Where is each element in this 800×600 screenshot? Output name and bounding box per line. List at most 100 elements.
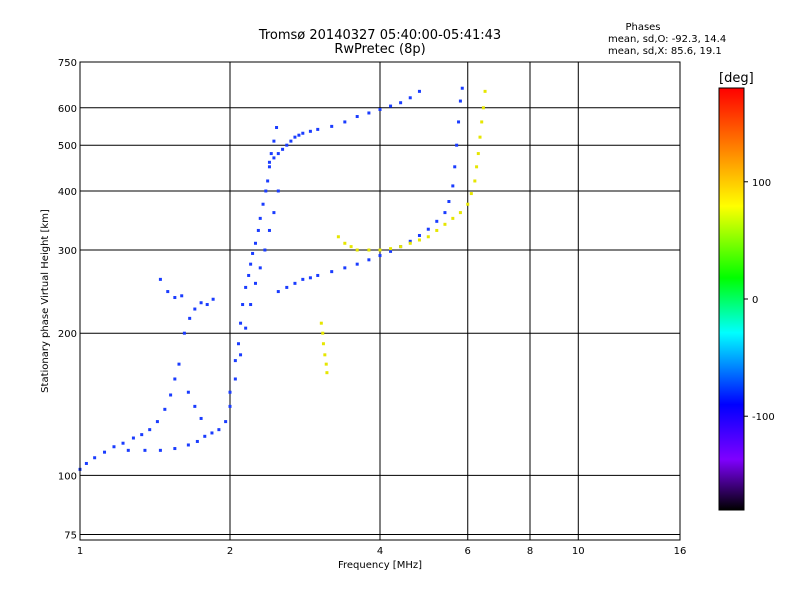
plot-frame	[79, 61, 681, 541]
data-point	[195, 439, 199, 443]
data-point	[458, 99, 462, 103]
data-point	[233, 359, 237, 363]
data-point	[241, 303, 245, 307]
data-point	[417, 238, 421, 242]
data-point	[276, 189, 280, 193]
data-point	[228, 404, 232, 408]
data-point	[417, 233, 421, 237]
data-point	[293, 135, 297, 139]
data-point	[140, 433, 144, 437]
data-point	[173, 296, 177, 300]
x-tick-label: 4	[377, 546, 383, 557]
data-point	[443, 222, 447, 226]
data-point	[323, 353, 327, 357]
data-point	[389, 247, 393, 251]
data-point	[249, 262, 253, 266]
data-point	[443, 211, 447, 215]
y-tick-label: 500	[58, 141, 77, 152]
data-point	[267, 228, 271, 232]
data-point	[343, 120, 347, 124]
data-point	[126, 448, 130, 452]
data-point	[475, 165, 479, 169]
data-point	[269, 152, 273, 156]
y-tick-label: 75	[64, 530, 77, 541]
data-point	[426, 227, 430, 231]
data-point	[258, 266, 262, 270]
data-point	[301, 277, 305, 281]
data-point	[173, 447, 177, 451]
data-point	[457, 120, 461, 124]
data-point	[399, 101, 403, 105]
stats-line-o: mean, sd,O: -92.3, 14.4	[608, 34, 726, 45]
data-point	[210, 431, 214, 435]
data-point	[473, 179, 477, 183]
data-point	[267, 160, 271, 164]
data-point	[367, 248, 371, 252]
x-tick-label: 1	[77, 546, 83, 557]
data-point	[217, 428, 221, 432]
data-point	[228, 390, 232, 394]
data-point	[173, 377, 177, 381]
data-point	[239, 321, 243, 325]
data-point	[193, 404, 197, 408]
data-point	[199, 416, 203, 420]
data-point	[264, 189, 268, 193]
data-point	[199, 301, 203, 305]
data-point	[112, 445, 116, 449]
data-point	[453, 165, 457, 169]
x-tick-label: 16	[674, 546, 687, 557]
data-point	[263, 248, 267, 252]
data-point	[399, 245, 403, 249]
data-point	[186, 443, 190, 447]
data-point	[276, 290, 280, 294]
y-tick-label: 750	[58, 58, 77, 69]
data-point	[466, 202, 470, 206]
data-point	[203, 434, 207, 438]
data-point	[182, 331, 186, 335]
data-point	[469, 192, 473, 196]
data-point	[276, 152, 280, 156]
y-tick-label: 200	[58, 329, 77, 340]
data-point	[308, 276, 312, 280]
data-point	[435, 228, 439, 232]
data-point	[244, 326, 248, 330]
data-point	[426, 235, 430, 239]
data-point	[272, 211, 276, 215]
x-axis-ticks: 1 2 4 6 8 10 16	[77, 546, 687, 557]
data-point	[476, 152, 480, 156]
x-tick-label: 10	[572, 546, 585, 557]
data-point	[275, 126, 279, 130]
data-point	[480, 120, 484, 124]
data-point	[330, 270, 334, 274]
data-point	[93, 456, 97, 460]
y-axis-ticks: 75 100 200 300 400 500 600 750	[58, 58, 77, 541]
data-point	[408, 239, 412, 243]
data-point	[272, 156, 276, 160]
data-point	[267, 165, 271, 169]
data-point	[258, 216, 262, 220]
data-point	[239, 353, 243, 357]
data-point	[343, 266, 347, 270]
data-point	[186, 390, 190, 394]
data-point	[143, 448, 147, 452]
data-point	[233, 377, 237, 381]
data-point	[177, 362, 181, 366]
data-point	[321, 331, 325, 335]
x-tick-label: 2	[227, 546, 233, 557]
stats-line-x: mean, sd,X: 85.6, 19.1	[608, 46, 722, 57]
data-point	[455, 143, 459, 147]
data-point	[355, 115, 359, 119]
data-point	[84, 461, 88, 465]
data-point	[211, 297, 215, 301]
data-point	[451, 184, 455, 188]
data-point	[285, 143, 289, 147]
data-point	[281, 147, 285, 151]
data-point	[155, 420, 159, 424]
data-point	[336, 235, 340, 239]
data-point	[355, 248, 359, 252]
data-point	[261, 202, 265, 206]
data-point	[389, 249, 393, 253]
data-point	[205, 303, 209, 307]
data-point	[272, 139, 276, 143]
